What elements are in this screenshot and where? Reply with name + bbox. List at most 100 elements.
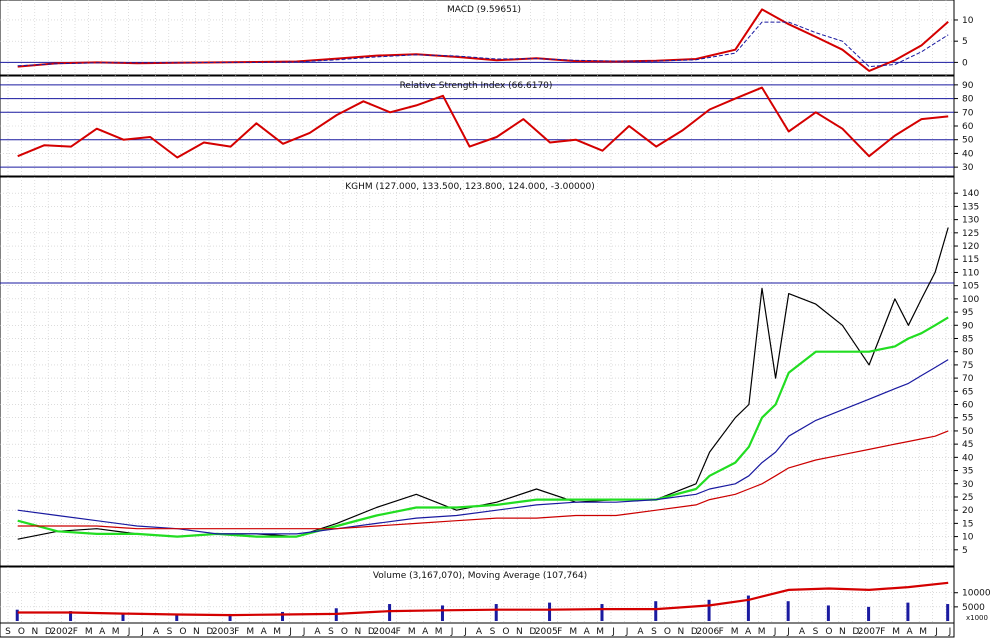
volume-moving-average-line	[17, 581, 949, 617]
x-tick-label: S	[490, 627, 496, 637]
x-tick-label: S	[5, 627, 11, 637]
x-tick-label: F	[396, 627, 401, 637]
volume-bar	[281, 611, 285, 621]
x-tick-label: J	[463, 627, 467, 637]
volume-bar	[175, 613, 179, 621]
volume-bar	[707, 599, 711, 621]
x-tick-label: A	[314, 627, 321, 637]
x-tick-label: A	[422, 627, 429, 637]
volume-bar	[15, 609, 19, 621]
x-tick-label: S	[167, 627, 173, 637]
x-tick-label: M	[758, 627, 766, 637]
y-tick-label: 95	[962, 308, 973, 318]
y-tick-label: 100	[962, 295, 979, 305]
x-tick-label: A	[584, 627, 591, 637]
x-tick-label: 2002	[50, 627, 73, 637]
y-tick-label: 25	[962, 493, 973, 503]
y-tick-label: 115	[962, 255, 979, 265]
x-tick-label: J	[140, 627, 144, 637]
y-tick-label: 30	[962, 480, 974, 490]
rsi-line	[17, 86, 949, 159]
y-tick-label: 140	[962, 189, 979, 199]
y-tick-label: 75	[962, 361, 973, 371]
rsi-title: Relative Strength Index (66.6170)	[400, 81, 553, 91]
price-title: KGHM (127.000, 133.500, 123.800, 124.000…	[345, 182, 595, 192]
y-tick-label: 60	[962, 122, 974, 132]
volume-bar	[906, 602, 910, 621]
x-tick-label: D	[691, 627, 698, 637]
y-tick-label: 105	[962, 282, 979, 292]
volume-bar	[440, 605, 444, 621]
volume-bar	[548, 602, 552, 621]
x-tick-label: J	[948, 627, 952, 637]
x-tick-label: F	[719, 627, 724, 637]
x-tick-label: A	[476, 627, 483, 637]
x-tick-label: F	[880, 627, 885, 637]
volume-title: Volume (3,167,070), Moving Average (107,…	[373, 571, 587, 581]
x-tick-label: A	[907, 627, 914, 637]
x-tick-label: J	[625, 627, 629, 637]
x-tick-label: M	[569, 627, 577, 637]
y-tick-label: 15	[962, 519, 973, 529]
volume-bar	[388, 604, 392, 621]
y-tick-label: 80	[962, 95, 974, 105]
y-tick-label: 5	[962, 546, 968, 556]
x-tick-label: A	[99, 627, 106, 637]
x-tick-label: M	[596, 627, 604, 637]
x-tick-label: F	[234, 627, 239, 637]
y-tick-label: 10000	[962, 589, 991, 599]
y-tick-label: 50	[962, 427, 974, 437]
y-tick-label: 50	[962, 136, 974, 146]
y-tick-label: 125	[962, 229, 979, 239]
x-tick-label: J	[288, 627, 292, 637]
x-tick-label: J	[611, 627, 615, 637]
x-tick-label: O	[825, 627, 832, 637]
x-tick-label: O	[18, 627, 25, 637]
y-tick-label: 20	[962, 506, 974, 516]
x-tick-label: N	[193, 627, 200, 637]
x-tick-label: J	[127, 627, 131, 637]
volume-bar	[228, 613, 232, 621]
x-tick-label: O	[179, 627, 186, 637]
y-tick-label: 120	[962, 242, 979, 252]
x-tick-label: F	[73, 627, 78, 637]
x-tick-label: M	[892, 627, 900, 637]
y-tick-label: 85	[962, 334, 973, 344]
volume-bar	[786, 601, 790, 621]
x-tick-label: A	[637, 627, 644, 637]
volume-bar	[826, 605, 830, 621]
volume-bar	[600, 604, 604, 621]
y-tick-label: 65	[962, 387, 973, 397]
x-tick-label: J	[786, 627, 790, 637]
x-tick-label: S	[328, 627, 334, 637]
x-tick-label: D	[368, 627, 375, 637]
tick-labels: 1050908070605040301401351301251201151101…	[5, 16, 991, 637]
x-tick-label: D	[206, 627, 213, 637]
x-tick-label: 2003	[212, 627, 235, 637]
x-tick-label: A	[261, 627, 268, 637]
x-tick-label: J	[302, 627, 306, 637]
y-tick-label: 110	[962, 268, 979, 278]
x-tick-label: O	[502, 627, 509, 637]
x-tick-label: A	[153, 627, 160, 637]
x-tick-label: 2004	[373, 627, 396, 637]
x-tick-label: 2005	[535, 627, 558, 637]
volume-bar	[69, 611, 73, 621]
x-tick-label: M	[112, 627, 120, 637]
y-tick-label: 10	[962, 16, 974, 26]
x-tick-label: N	[677, 627, 684, 637]
volume-bar	[654, 601, 658, 621]
volume-bar	[494, 604, 498, 621]
y-tick-label: 90	[962, 321, 974, 331]
moving-average-medium-line	[17, 359, 949, 535]
y-tick-label: 5	[962, 37, 968, 47]
x-tick-label: F	[557, 627, 562, 637]
x-tick-label: M	[85, 627, 93, 637]
y-tick-label: 40	[962, 453, 974, 463]
x-tick-label: M	[919, 627, 927, 637]
y-tick-label: 90	[962, 81, 974, 91]
x-tick-label: A	[799, 627, 806, 637]
x-tick-label: N	[32, 627, 39, 637]
series-layer	[15, 8, 950, 621]
macd-signal-line	[17, 21, 949, 68]
